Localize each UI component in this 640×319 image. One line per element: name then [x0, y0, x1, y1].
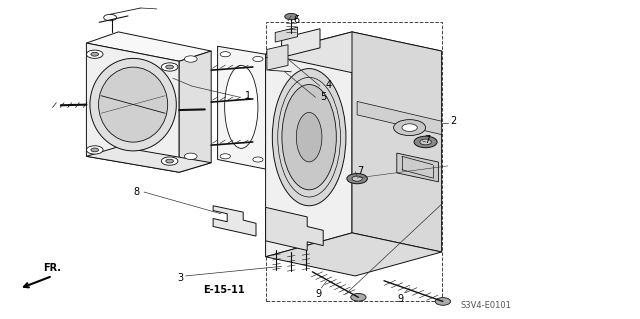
- Ellipse shape: [225, 65, 258, 148]
- Polygon shape: [275, 27, 298, 42]
- Text: 1: 1: [245, 91, 252, 101]
- Polygon shape: [86, 32, 211, 61]
- Circle shape: [414, 136, 437, 148]
- Polygon shape: [179, 51, 211, 172]
- Polygon shape: [282, 29, 320, 57]
- Polygon shape: [86, 147, 211, 172]
- Polygon shape: [352, 32, 442, 252]
- Polygon shape: [213, 206, 256, 236]
- Text: S3V4-E0101: S3V4-E0101: [461, 301, 511, 310]
- Circle shape: [402, 124, 417, 131]
- Polygon shape: [86, 43, 179, 172]
- Polygon shape: [397, 153, 438, 182]
- Circle shape: [161, 63, 178, 71]
- Text: 9: 9: [397, 294, 403, 304]
- Circle shape: [220, 154, 230, 159]
- Text: E-15-11: E-15-11: [203, 285, 245, 295]
- Circle shape: [253, 157, 263, 162]
- Circle shape: [86, 50, 103, 58]
- Polygon shape: [266, 233, 442, 276]
- Circle shape: [166, 159, 173, 163]
- Circle shape: [285, 13, 298, 20]
- Ellipse shape: [90, 58, 177, 151]
- Circle shape: [253, 56, 263, 62]
- Polygon shape: [218, 46, 266, 169]
- Circle shape: [161, 157, 178, 165]
- Ellipse shape: [282, 85, 337, 190]
- Text: 7: 7: [424, 135, 431, 145]
- Circle shape: [91, 148, 99, 152]
- Circle shape: [220, 52, 230, 57]
- Polygon shape: [266, 32, 442, 73]
- Circle shape: [347, 174, 367, 184]
- Ellipse shape: [273, 69, 346, 206]
- Circle shape: [104, 14, 116, 21]
- Bar: [266, 22, 442, 301]
- Polygon shape: [267, 45, 288, 70]
- Circle shape: [91, 52, 99, 56]
- Circle shape: [184, 153, 197, 160]
- Ellipse shape: [296, 113, 322, 162]
- Text: 5: 5: [320, 92, 326, 102]
- Circle shape: [352, 176, 362, 181]
- Text: 9: 9: [315, 289, 321, 299]
- Circle shape: [394, 120, 426, 136]
- Polygon shape: [357, 101, 442, 135]
- Circle shape: [435, 298, 451, 305]
- Text: 4: 4: [325, 80, 332, 90]
- Circle shape: [86, 146, 103, 154]
- Polygon shape: [266, 32, 352, 257]
- Circle shape: [351, 293, 366, 301]
- Circle shape: [184, 56, 197, 62]
- Text: 2: 2: [450, 116, 456, 126]
- Circle shape: [166, 65, 173, 69]
- Text: 6: 6: [293, 15, 300, 25]
- Circle shape: [420, 139, 431, 145]
- Text: 3: 3: [177, 273, 184, 283]
- Text: 7: 7: [357, 166, 364, 176]
- Polygon shape: [266, 207, 323, 250]
- Ellipse shape: [99, 67, 168, 142]
- Text: FR.: FR.: [44, 263, 61, 273]
- Text: 8: 8: [133, 187, 140, 197]
